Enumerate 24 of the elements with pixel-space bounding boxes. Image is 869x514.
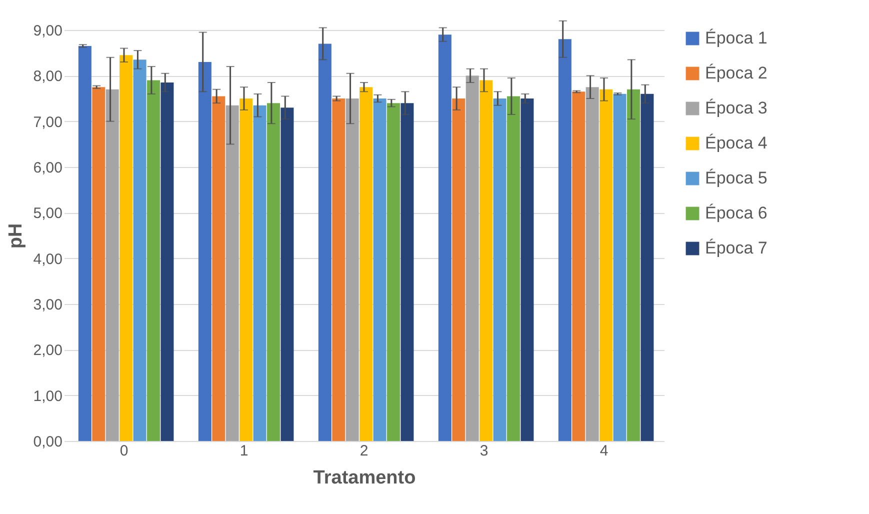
x-tick-label: 4 [600,442,608,460]
y-tick-label: 4,00 [33,250,62,268]
y-tick-label: 0,00 [33,434,62,450]
y-tick-label: 7,00 [33,114,62,131]
x-tick-label: 2 [360,442,368,460]
legend-label: Época 3 [705,98,768,118]
y-tick-label: 5,00 [33,205,62,222]
x-tick-label: 3 [480,442,488,460]
legend-label: Época 1 [705,28,768,48]
legend-label: Época 6 [705,204,768,222]
x-tick-label: 0 [120,442,128,460]
x-tick-label: 1 [240,442,248,460]
y-tick-label: 6,00 [33,160,62,176]
legend-label: Época 2 [705,64,768,82]
legend-label: Época 4 [705,134,768,152]
legend-label: Época 5 [705,168,768,188]
y-tick-label: 9,00 [33,22,62,40]
x-axis-title: Tratamento [313,468,416,488]
y-tick-label: 3,00 [33,296,62,314]
y-tick-label: 8,00 [33,68,62,86]
y-axis-title: pH [5,223,26,249]
y-tick-label: 2,00 [33,342,62,360]
legend-label: Época 7 [705,238,768,258]
y-tick-label: 1,00 [33,388,62,405]
